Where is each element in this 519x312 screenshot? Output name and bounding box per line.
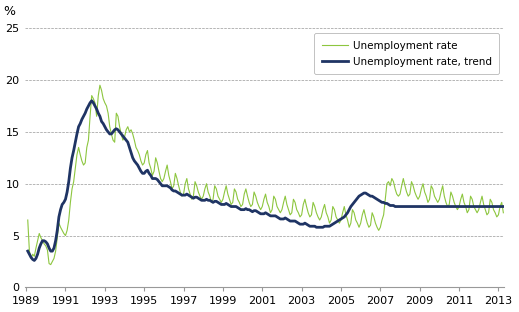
Line: Unemployment rate, trend: Unemployment rate, trend bbox=[28, 101, 503, 261]
Text: %: % bbox=[3, 5, 15, 18]
Unemployment rate, trend bbox=[31, 259, 37, 262]
Unemployment rate, trend bbox=[427, 205, 433, 208]
Unemployment rate, trend bbox=[105, 130, 111, 134]
Unemployment rate, trend bbox=[356, 194, 362, 198]
Unemployment rate bbox=[451, 201, 457, 204]
Unemployment rate bbox=[433, 197, 439, 201]
Unemployment rate bbox=[427, 197, 433, 201]
Line: Unemployment rate: Unemployment rate bbox=[28, 85, 503, 265]
Unemployment rate bbox=[105, 111, 111, 115]
Unemployment rate bbox=[97, 83, 103, 87]
Unemployment rate, trend bbox=[451, 205, 457, 208]
Unemployment rate bbox=[24, 218, 31, 222]
Legend: Unemployment rate, Unemployment rate, trend: Unemployment rate, Unemployment rate, tr… bbox=[315, 33, 499, 74]
Unemployment rate bbox=[487, 197, 494, 201]
Unemployment rate bbox=[356, 225, 362, 229]
Unemployment rate, trend bbox=[487, 205, 494, 208]
Unemployment rate, trend bbox=[89, 99, 95, 103]
Unemployment rate, trend bbox=[24, 249, 31, 253]
Unemployment rate bbox=[500, 211, 507, 215]
Unemployment rate bbox=[48, 263, 54, 266]
Unemployment rate, trend bbox=[433, 205, 439, 208]
Unemployment rate, trend bbox=[500, 205, 507, 208]
